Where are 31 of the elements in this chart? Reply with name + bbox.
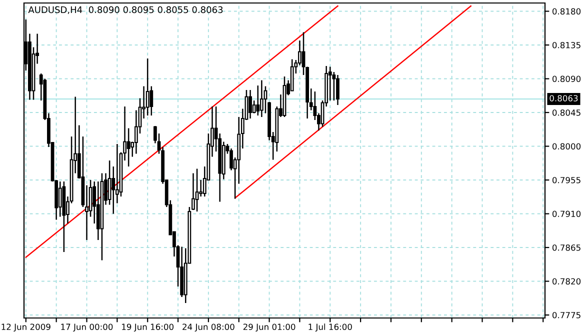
candlestick bbox=[58, 180, 62, 218]
ref-line-label: 0.8063 bbox=[550, 95, 578, 102]
candlestick bbox=[96, 180, 100, 241]
y-tick-label: 0.8090 bbox=[552, 76, 581, 82]
x-tick-label: 29 Jun 01:00 bbox=[243, 324, 296, 332]
candlestick bbox=[332, 71, 336, 102]
y-tick-label: 0.7955 bbox=[552, 176, 580, 184]
candlestick bbox=[290, 58, 294, 92]
y-tick-label: 0.7820 bbox=[552, 278, 581, 285]
candlestick bbox=[248, 89, 252, 120]
y-tick-label: 0.7865 bbox=[552, 244, 580, 251]
y-tick-label: 0.8000 bbox=[552, 143, 581, 150]
x-tick-label: 19 Jun 16:00 bbox=[122, 324, 174, 332]
candlestick bbox=[256, 84, 260, 116]
candlestick bbox=[126, 128, 130, 168]
candlestick bbox=[199, 179, 203, 198]
y-tick-label: 0.8180 bbox=[552, 8, 581, 15]
y-tick-label: 0.7910 bbox=[552, 210, 581, 218]
chart-title: AUDUSD,H4 0.8090 0.8095 0.8055 0.8063 bbox=[28, 6, 223, 14]
y-tick-label: 0.8045 bbox=[552, 109, 580, 116]
candlestick bbox=[336, 74, 340, 106]
candlestick bbox=[195, 168, 199, 212]
x-tick-label: 12 Jun 2009 bbox=[2, 324, 50, 332]
candlestick bbox=[260, 80, 264, 118]
candlestick bbox=[192, 172, 195, 211]
y-tick-label: 0.7775 bbox=[552, 312, 580, 318]
x-tick-label: 24 Jun 08:00 bbox=[182, 324, 234, 332]
x-tick-label: 1 Jul 16:00 bbox=[308, 324, 352, 332]
x-tick-label: 17 Jun 00:00 bbox=[61, 324, 113, 332]
y-tick-label: 0.8135 bbox=[552, 42, 580, 48]
candlestick bbox=[146, 58, 150, 116]
